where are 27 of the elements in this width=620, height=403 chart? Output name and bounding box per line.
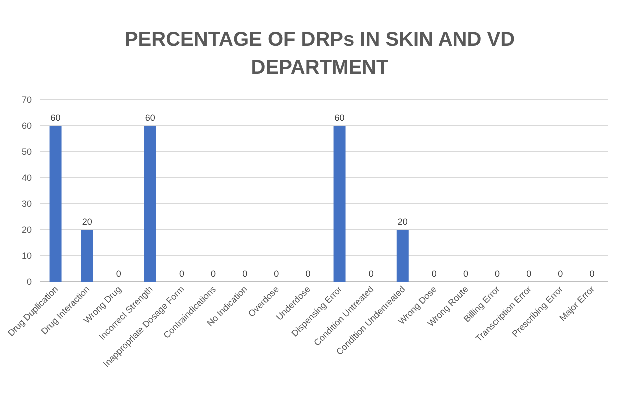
data-label: 0 [590,269,595,279]
y-tick-label: 10 [22,251,32,262]
chart-title: PERCENTAGE OF DRPs IN SKIN AND VD DEPARTMENT [124,29,516,79]
data-label: 20 [398,217,408,227]
y-tick-label: 30 [22,199,32,210]
data-label: 0 [274,269,280,279]
data-label: 20 [82,217,92,227]
data-label: 0 [306,269,311,279]
data-label: 0 [558,269,564,279]
data-label: 60 [145,113,156,123]
y-tick-label: 70 [22,95,32,106]
y-tick-label: 0 [26,277,32,288]
data-label: 0 [179,269,185,279]
data-label: 0 [211,269,216,279]
data-label: 0 [526,269,532,279]
data-label: 60 [334,113,345,123]
y-tick-label: 40 [22,173,32,184]
y-tick-label: 50 [22,147,32,158]
data-label: 0 [116,269,122,279]
data-label: 0 [495,269,500,279]
data-label: 0 [463,269,469,279]
data-label: 60 [50,113,61,123]
y-tick-label: 60 [22,121,32,132]
data-label: 0 [432,269,437,279]
data-label: 0 [368,269,374,279]
data-label: 0 [242,269,248,279]
y-tick-label: 20 [22,225,32,236]
